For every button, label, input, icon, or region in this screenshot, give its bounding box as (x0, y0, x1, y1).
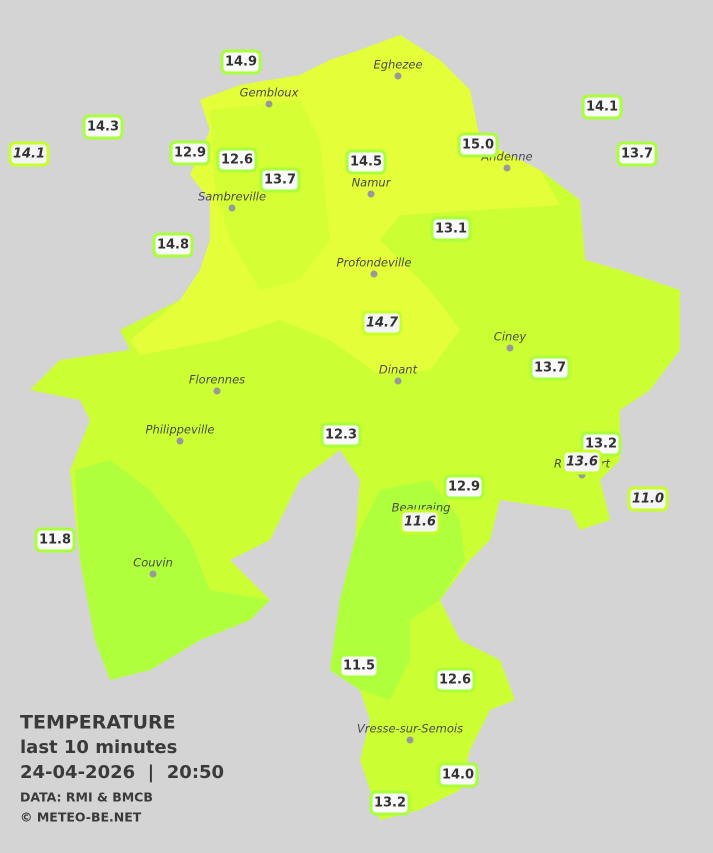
city-name: Philippeville (146, 423, 215, 437)
reading: 11.5 (343, 659, 375, 674)
reading: 13.7 (621, 147, 653, 162)
reading-box (434, 667, 476, 693)
reading: 12.3 (325, 428, 357, 443)
reading-box (437, 762, 479, 788)
reading-box (220, 49, 262, 75)
reading: 14.0 (442, 768, 474, 783)
reading: 13.2 (374, 796, 406, 811)
city-dot (406, 736, 414, 744)
reading: 14.8 (157, 238, 189, 253)
reading: 13.1 (435, 222, 467, 237)
city-dot (370, 270, 378, 278)
city-dot (394, 377, 402, 385)
reading-box (627, 486, 669, 512)
reading: 14.9 (225, 55, 257, 70)
reading: 12.9 (174, 146, 206, 161)
city-name: Couvin (133, 556, 173, 570)
legend-datetime: 24-04-2026 | 20:50 (20, 762, 224, 783)
reading-box (529, 355, 571, 381)
reading: 12.9 (448, 480, 480, 495)
city-name: Vresse-sur-Semois (357, 722, 463, 736)
reading: 13.7 (264, 173, 296, 188)
reading: 11.6 (404, 515, 436, 530)
reading-box (430, 216, 472, 242)
reading: 13.7 (534, 361, 566, 376)
city-dot (265, 100, 273, 108)
reading: 14.5 (350, 155, 382, 170)
city-dot (176, 437, 184, 445)
reading-box (216, 147, 258, 173)
legend-title: TEMPERATURE (20, 712, 176, 734)
reading-box (34, 527, 76, 553)
city-dot (228, 204, 236, 212)
reading-box (82, 114, 124, 140)
reading-box (8, 141, 50, 167)
readings: 14.9 14.3 14.1 12.9 12.6 13.7 14.5 15.0 14.1 13.7… (8, 49, 669, 816)
reading-box (361, 310, 403, 336)
city-dot (503, 164, 511, 172)
reading-box (561, 449, 603, 475)
legend-source: DATA: RMI & BMCB (20, 790, 153, 805)
city-name: Sambreville (198, 190, 266, 204)
reading-box (443, 474, 485, 500)
reading-box (259, 167, 301, 193)
reading-box (345, 149, 387, 175)
reading-box (369, 790, 411, 816)
city-dot (213, 387, 221, 395)
reading-box (152, 232, 194, 258)
reading: 13.6 (566, 455, 598, 470)
city-name: Ciney (494, 330, 527, 344)
reading: 12.6 (221, 153, 253, 168)
city-name: Namur (352, 176, 392, 190)
reading-box (581, 94, 623, 120)
reading: 14.7 (366, 316, 399, 331)
city-dot (394, 72, 402, 80)
reading-box (457, 132, 499, 158)
city-name: Eghezee (373, 58, 422, 72)
reading-box (320, 422, 362, 448)
legend-period: last 10 minutes (20, 737, 177, 758)
reading-box (338, 653, 380, 679)
city-dot (506, 344, 514, 352)
city-dot (367, 190, 375, 198)
reading: 14.1 (586, 100, 618, 115)
cool-zone (330, 480, 465, 700)
city-name: Profondeville (337, 256, 412, 270)
reading: 15.0 (462, 138, 494, 153)
cool-zone (75, 460, 270, 680)
city-dot (149, 570, 157, 578)
reading: 14.1 (13, 147, 45, 162)
reading: 11.8 (39, 533, 71, 548)
reading: 12.6 (439, 673, 471, 688)
city-name: Dinant (379, 363, 418, 377)
reading: 13.2 (585, 437, 617, 452)
legend-copyright: © METEO-BE.NET (20, 810, 142, 825)
city-name: Florennes (189, 373, 245, 387)
reading: 11.0 (632, 492, 664, 507)
city-name: Gembloux (240, 86, 299, 100)
reading: 14.3 (87, 120, 119, 135)
reading-box (169, 140, 211, 166)
reading-box (399, 509, 441, 535)
reading-box (616, 141, 658, 167)
